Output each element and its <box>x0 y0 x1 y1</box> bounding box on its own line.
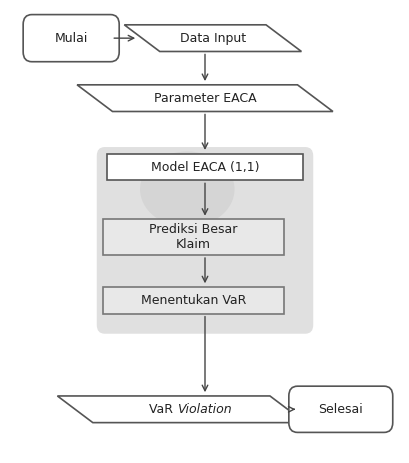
Bar <box>102 287 283 314</box>
Text: Model EACA (1,1): Model EACA (1,1) <box>151 161 258 174</box>
Text: Violation: Violation <box>177 403 231 416</box>
Text: Menentukan VaR: Menentukan VaR <box>140 294 245 307</box>
Text: VaR: VaR <box>149 403 177 416</box>
Text: Data Input: Data Input <box>180 31 245 44</box>
Polygon shape <box>124 25 301 51</box>
Polygon shape <box>57 396 305 423</box>
Polygon shape <box>77 85 332 112</box>
Text: Mulai: Mulai <box>54 31 88 44</box>
Text: Prediksi Besar
Klaim: Prediksi Besar Klaim <box>148 223 237 251</box>
Text: Parameter EACA: Parameter EACA <box>153 92 256 105</box>
FancyBboxPatch shape <box>288 386 392 432</box>
FancyBboxPatch shape <box>97 147 312 334</box>
Ellipse shape <box>140 151 234 227</box>
Bar <box>106 154 303 181</box>
Text: Selesai: Selesai <box>318 403 362 416</box>
Bar <box>102 219 283 255</box>
FancyBboxPatch shape <box>23 15 119 62</box>
